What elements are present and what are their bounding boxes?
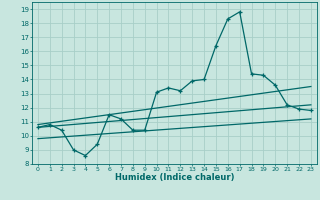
X-axis label: Humidex (Indice chaleur): Humidex (Indice chaleur) — [115, 173, 234, 182]
